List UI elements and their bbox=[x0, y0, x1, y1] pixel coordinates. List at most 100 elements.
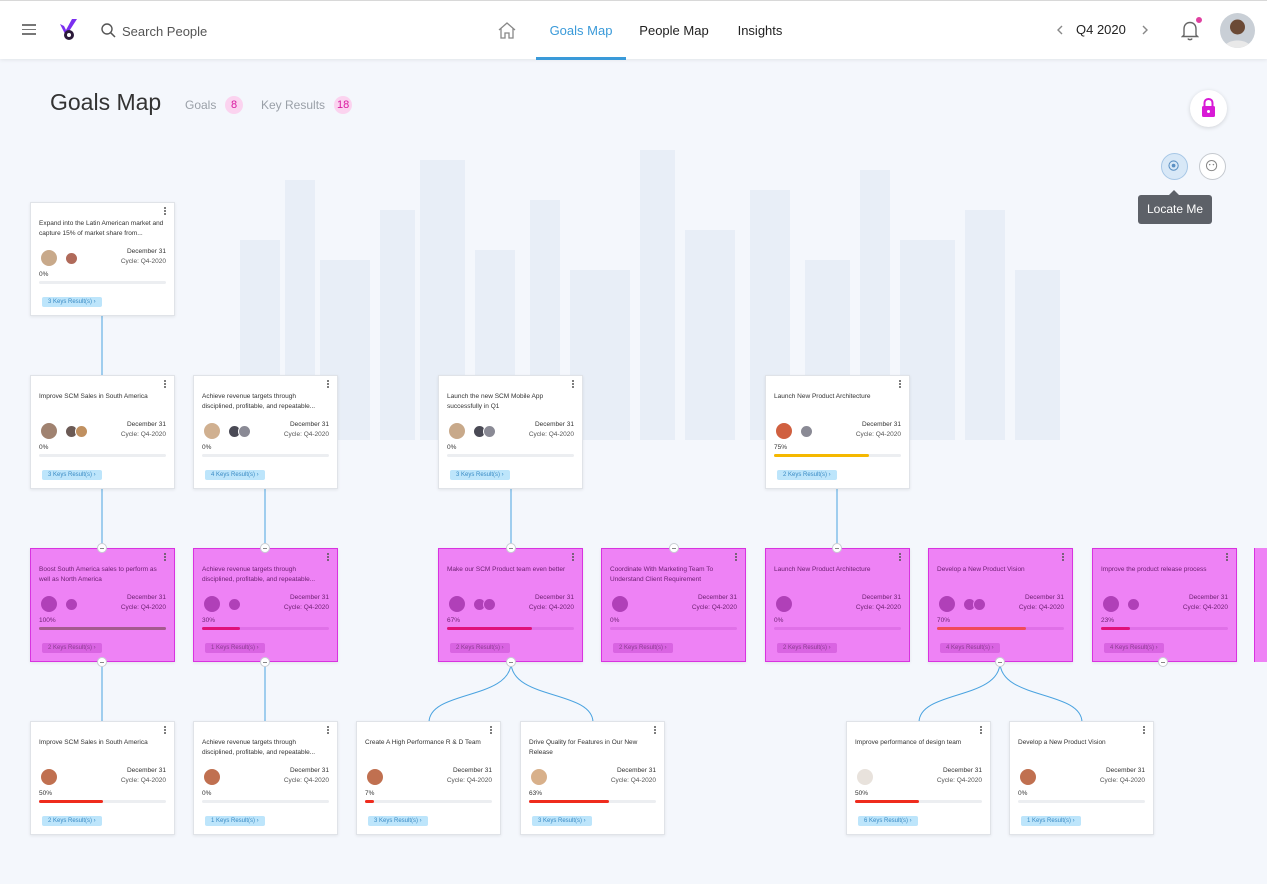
key-results-chip[interactable]: 2 Keys Result(s) › bbox=[777, 643, 837, 653]
more-icon[interactable] bbox=[572, 380, 576, 390]
goal-card[interactable]: Improve SCM Sales in South America Decem… bbox=[30, 721, 175, 835]
collapse-toggle[interactable] bbox=[506, 543, 516, 553]
collapse-toggle[interactable] bbox=[260, 543, 270, 553]
key-results-chip[interactable]: 4 Keys Result(s) › bbox=[1104, 643, 1164, 653]
goal-card[interactable]: Improve performance of design team Decem… bbox=[846, 721, 991, 835]
progress-bar bbox=[1101, 627, 1228, 630]
goal-card[interactable]: Develop a New Product Vision December 31… bbox=[1009, 721, 1154, 835]
avatar bbox=[483, 425, 496, 438]
goal-title: Expand into the Latin American market an… bbox=[39, 220, 164, 237]
more-icon[interactable] bbox=[164, 553, 168, 563]
collapse-toggle[interactable] bbox=[506, 657, 516, 667]
goal-card[interactable]: Expand into the Latin American market an… bbox=[30, 202, 175, 316]
key-results-chip[interactable]: 3 Keys Result(s) › bbox=[42, 470, 102, 480]
more-icon[interactable] bbox=[1226, 553, 1230, 563]
tab-goals-map[interactable]: Goals Map bbox=[536, 1, 626, 60]
tab-people-map[interactable]: People Map bbox=[639, 23, 709, 38]
goal-card[interactable]: Coordinate With Marketing Team To Unders… bbox=[601, 548, 746, 662]
progress-percent: 0% bbox=[202, 444, 212, 451]
chevron-right-icon[interactable] bbox=[1141, 25, 1149, 35]
logo[interactable] bbox=[58, 18, 80, 42]
goal-card[interactable]: Achieve revenue targets through discipli… bbox=[193, 548, 338, 662]
due-date: December 31 bbox=[1024, 594, 1064, 601]
goal-card[interactable]: Develop a New Product Vision December 31… bbox=[928, 548, 1073, 662]
avatar bbox=[1019, 768, 1037, 786]
goal-card[interactable]: Improve the product release process Dece… bbox=[1092, 548, 1237, 662]
more-icon[interactable] bbox=[327, 553, 331, 563]
key-results-chip[interactable]: 2 Keys Result(s) › bbox=[613, 643, 673, 653]
avatar bbox=[938, 595, 956, 613]
search-icon bbox=[101, 23, 116, 38]
goal-card[interactable]: Improve SCM Sales in South America Decem… bbox=[30, 375, 175, 489]
key-results-chip[interactable]: 3 Keys Result(s) › bbox=[532, 816, 592, 826]
more-icon[interactable] bbox=[899, 553, 903, 563]
cycle-text: Cycle: Q4-2020 bbox=[936, 777, 982, 784]
more-icon[interactable] bbox=[164, 726, 168, 736]
more-icon[interactable] bbox=[1143, 726, 1147, 736]
goal-card-partial[interactable] bbox=[1254, 548, 1267, 662]
face-view-button[interactable] bbox=[1199, 153, 1226, 180]
face-icon bbox=[1205, 159, 1218, 172]
collapse-toggle[interactable] bbox=[995, 657, 1005, 667]
more-icon[interactable] bbox=[490, 726, 494, 736]
key-results-chip[interactable]: 6 Keys Result(s) › bbox=[858, 816, 918, 826]
more-icon[interactable] bbox=[164, 380, 168, 390]
home-icon[interactable] bbox=[497, 21, 517, 40]
avatar bbox=[65, 252, 78, 265]
collapse-toggle[interactable] bbox=[97, 657, 107, 667]
due-date: December 31 bbox=[861, 594, 901, 601]
progress-bar bbox=[39, 454, 166, 457]
key-results-chip[interactable]: 2 Keys Result(s) › bbox=[42, 643, 102, 653]
expand-toggle[interactable] bbox=[1158, 657, 1168, 667]
collapse-toggle[interactable] bbox=[260, 657, 270, 667]
chevron-left-icon[interactable] bbox=[1056, 25, 1064, 35]
key-results-chip[interactable]: 1 Keys Result(s) › bbox=[1021, 816, 1081, 826]
key-results-chip[interactable]: 3 Keys Result(s) › bbox=[368, 816, 428, 826]
key-results-chip[interactable]: 1 Keys Result(s) › bbox=[205, 643, 265, 653]
progress-percent: 0% bbox=[447, 444, 457, 451]
more-icon[interactable] bbox=[899, 380, 903, 390]
tab-insights[interactable]: Insights bbox=[737, 23, 783, 38]
more-icon[interactable] bbox=[980, 726, 984, 736]
more-icon[interactable] bbox=[654, 726, 658, 736]
cycle-text: Cycle: Q4-2020 bbox=[1182, 604, 1228, 611]
goal-card[interactable]: Launch New Product Architecture December… bbox=[765, 375, 910, 489]
key-results-chip[interactable]: 3 Keys Result(s) › bbox=[42, 297, 102, 307]
key-results-count-badge: 18 bbox=[334, 96, 353, 114]
goal-card[interactable]: Achieve revenue targets through discipli… bbox=[193, 375, 338, 489]
goal-card[interactable]: Drive Quality for Features in Our New Re… bbox=[520, 721, 665, 835]
more-icon[interactable] bbox=[572, 553, 576, 563]
goal-card[interactable]: Achieve revenue targets through discipli… bbox=[193, 721, 338, 835]
menu-icon[interactable] bbox=[22, 24, 36, 35]
more-icon[interactable] bbox=[735, 553, 739, 563]
goal-card[interactable]: Make our SCM Product team even better De… bbox=[438, 548, 583, 662]
more-icon[interactable] bbox=[327, 380, 331, 390]
key-results-chip[interactable]: 2 Keys Result(s) › bbox=[42, 816, 102, 826]
bell-icon[interactable] bbox=[1181, 19, 1199, 41]
key-results-chip[interactable]: 2 Keys Result(s) › bbox=[450, 643, 510, 653]
expand-toggle[interactable] bbox=[669, 543, 679, 553]
locate-me-button[interactable] bbox=[1161, 153, 1188, 180]
key-results-chip[interactable]: 4 Keys Result(s) › bbox=[940, 643, 1000, 653]
goal-card[interactable]: Launch New Product Architecture December… bbox=[765, 548, 910, 662]
collapse-toggle[interactable] bbox=[97, 543, 107, 553]
key-results-chip[interactable]: 3 Keys Result(s) › bbox=[450, 470, 510, 480]
key-results-chip[interactable]: 1 Keys Result(s) › bbox=[205, 816, 265, 826]
key-results-chip[interactable]: 2 Keys Result(s) › bbox=[777, 470, 837, 480]
goal-card[interactable]: Boost South America sales to perform as … bbox=[30, 548, 175, 662]
search-input[interactable] bbox=[122, 20, 322, 42]
more-icon[interactable] bbox=[164, 207, 168, 217]
lock-button[interactable] bbox=[1190, 90, 1227, 127]
goal-card[interactable]: Create A High Performance R & D Team Dec… bbox=[356, 721, 501, 835]
more-icon[interactable] bbox=[1062, 553, 1066, 563]
collapse-toggle[interactable] bbox=[832, 543, 842, 553]
progress-percent: 67% bbox=[447, 617, 461, 624]
user-avatar[interactable] bbox=[1220, 13, 1255, 48]
more-icon[interactable] bbox=[327, 726, 331, 736]
goal-title: Achieve revenue targets through discipli… bbox=[202, 393, 316, 410]
progress-bar bbox=[202, 454, 329, 457]
goal-title: Develop a New Product Vision bbox=[937, 566, 1025, 573]
progress-bar bbox=[937, 627, 1064, 630]
key-results-chip[interactable]: 4 Keys Result(s) › bbox=[205, 470, 265, 480]
goal-card[interactable]: Launch the new SCM Mobile App successful… bbox=[438, 375, 583, 489]
